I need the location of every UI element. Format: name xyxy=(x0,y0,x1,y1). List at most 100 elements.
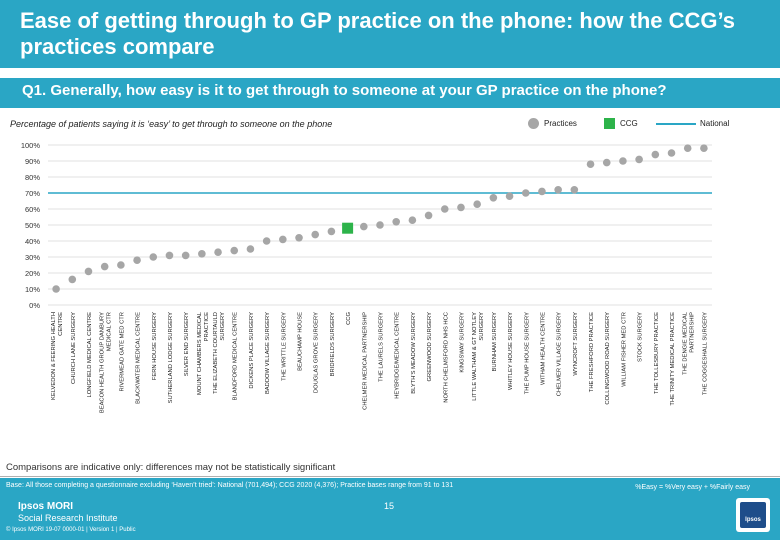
practice-point xyxy=(424,211,433,220)
comparison-note: Comparisons are indicative only: differe… xyxy=(6,462,336,473)
legend-ccg-label: CCG xyxy=(620,119,638,128)
x-tick-label: CHURCH LANE SURGERY xyxy=(71,312,77,384)
practice-point xyxy=(538,187,546,196)
practice-point xyxy=(683,144,692,152)
x-tick-label: KINGSWAY SURGERY xyxy=(459,312,465,373)
practice-point xyxy=(262,237,271,245)
chart-plot: 0% 10% 20% 30% 40% 50% 60% 70% 80% 90% 100% KELVEDO… xyxy=(21,141,712,413)
x-tick-label: WYNCROFT SURGERY xyxy=(573,312,579,376)
x-tick-label: SILVER END SURGERY xyxy=(184,312,190,376)
practice-point xyxy=(521,189,530,197)
y-tick-label: 60% xyxy=(25,205,40,214)
legend-practices-label: Practices xyxy=(544,119,577,128)
x-tick-label: BLANDFORD MEDICAL CENTRE xyxy=(233,312,239,400)
chart-title: Percentage of patients saying it is ‘eas… xyxy=(10,119,333,129)
ipsos-logo: Ipsos xyxy=(736,498,770,532)
practice-point xyxy=(635,155,643,164)
practice-point xyxy=(457,203,465,212)
x-tick-label: COLLINGWOOD ROAD SURGERY xyxy=(605,312,611,405)
practice-point xyxy=(376,221,384,229)
definition-note: %Easy = %Very easy + %Fairly easy xyxy=(635,484,750,491)
x-tick-label: CCG xyxy=(346,312,352,325)
practice-point xyxy=(489,194,498,202)
x-tick-label: MOUNT CHAMBERS MEDICAL xyxy=(197,311,203,395)
practice-point xyxy=(651,150,660,159)
practice-point xyxy=(295,234,303,242)
practice-point xyxy=(214,248,222,256)
practice-point xyxy=(602,158,611,167)
practice-point xyxy=(246,245,255,253)
practice-point xyxy=(360,222,368,231)
x-tick-label: WHITLEY HOUSE SURGERY xyxy=(508,312,514,390)
practice-point xyxy=(570,186,579,194)
y-tick-label: 10% xyxy=(25,285,40,294)
copyright: © Ipsos MORI 19-07 0000-01 | Version 1 |… xyxy=(6,527,136,533)
x-tick-label: HEYBRIDGE/MEDICAL CENTRE xyxy=(395,312,401,399)
x-tick-label: BADDOW VILLAGE SURGERY xyxy=(265,312,271,394)
x-tick-label: DOUGLAS GROVE SURGERY xyxy=(314,312,320,393)
x-tick-label: THE LAURELS SURGERY xyxy=(379,312,385,382)
legend-national-label: National xyxy=(700,119,730,128)
practice-point xyxy=(473,200,481,208)
x-tick-label: THE TOLLESBURY PRACTICE xyxy=(654,312,660,394)
practice-point xyxy=(554,186,562,194)
x-tick-label: SUTHERLAND LODGE SURGERY xyxy=(168,312,174,404)
practice-point xyxy=(52,285,60,293)
footer: Base: All those completing a questionnai… xyxy=(0,478,780,540)
y-tick-label: 0% xyxy=(29,301,40,310)
y-tick-label: 100% xyxy=(21,141,41,150)
practice-point xyxy=(100,262,109,271)
legend-practices-marker xyxy=(528,118,539,129)
practice-point xyxy=(84,267,93,276)
ipsos-logo-mark: Ipsos xyxy=(740,502,766,528)
x-tick-label: THE COGGESHALL SURGERY xyxy=(702,312,708,395)
practice-point xyxy=(230,246,239,255)
x-tick-label: STOCK SURGERY xyxy=(638,312,644,362)
legend-ccg-marker xyxy=(604,118,615,129)
divider xyxy=(0,476,780,477)
ccg-marker xyxy=(342,222,354,234)
x-tick-label: LONGFIELD MEDICAL CENTRE xyxy=(87,312,93,398)
title-bar: Ease of getting through to GP practice o… xyxy=(0,0,780,68)
page-title: Ease of getting through to GP practice o… xyxy=(20,8,736,59)
x-tick-label: DICKENS PLACE SURGERY xyxy=(249,312,255,389)
x-tick-label: KELVEDON & FEERING HEALTH xyxy=(51,312,57,400)
practice-point xyxy=(392,218,400,226)
x-tick-label: THE ELIZABETH COURTAULD xyxy=(213,312,219,394)
x-tick-label: THE DENGIE MEDICAL xyxy=(683,311,689,375)
y-tick-label: 80% xyxy=(25,173,40,182)
x-tick-label: BRIDFIELDS SURGERY xyxy=(330,312,336,376)
y-tick-label: 20% xyxy=(25,269,40,278)
y-tick-label: 30% xyxy=(25,253,40,262)
x-tick-label: FERN HOUSE SURGERY xyxy=(152,312,158,380)
x-tick-label: GREENWOOD SURGERY xyxy=(427,312,433,382)
x-tick-label: WITHAM HEALTH CENTRE xyxy=(540,312,546,385)
y-tick-label: 70% xyxy=(25,189,40,198)
question-text: Q1. Generally, how easy is it to get thr… xyxy=(22,82,667,99)
x-tick-label: BEACON HEALTH GROUP DANBURY xyxy=(100,312,106,413)
practice-point xyxy=(181,251,190,260)
practice-point xyxy=(505,192,514,200)
practice-point xyxy=(311,230,320,239)
legend-national-line xyxy=(656,123,696,125)
x-tick-label: SURGERY xyxy=(479,312,485,341)
x-tick-label: THE PUMP HOUSE SURGERY xyxy=(524,312,530,394)
practice-point xyxy=(327,227,336,236)
practice-point xyxy=(667,149,676,157)
y-tick-label: 40% xyxy=(25,237,40,246)
x-tick-label: CENTRE xyxy=(58,312,64,336)
practice-point xyxy=(117,261,125,269)
x-tick-label: NORTH CHELMSFORD NHS HCC xyxy=(443,312,449,403)
practice-point xyxy=(198,250,206,258)
practice-point xyxy=(619,157,627,165)
base-note: Base: All those completing a questionnai… xyxy=(6,482,454,489)
practice-point xyxy=(165,251,174,260)
brand-name: Ipsos MORI xyxy=(18,501,74,512)
practice-point xyxy=(586,160,595,168)
practice-point xyxy=(133,256,141,265)
practice-point xyxy=(149,253,158,261)
y-tick-label: 50% xyxy=(25,221,40,230)
x-tick-label: THE WRITTLE SURGERY xyxy=(281,312,287,381)
x-tick-label: THE TRINITY MEDICAL PRACTICE xyxy=(670,312,676,406)
x-tick-label: RIVERMEAD GATE MED CTR xyxy=(119,312,125,391)
